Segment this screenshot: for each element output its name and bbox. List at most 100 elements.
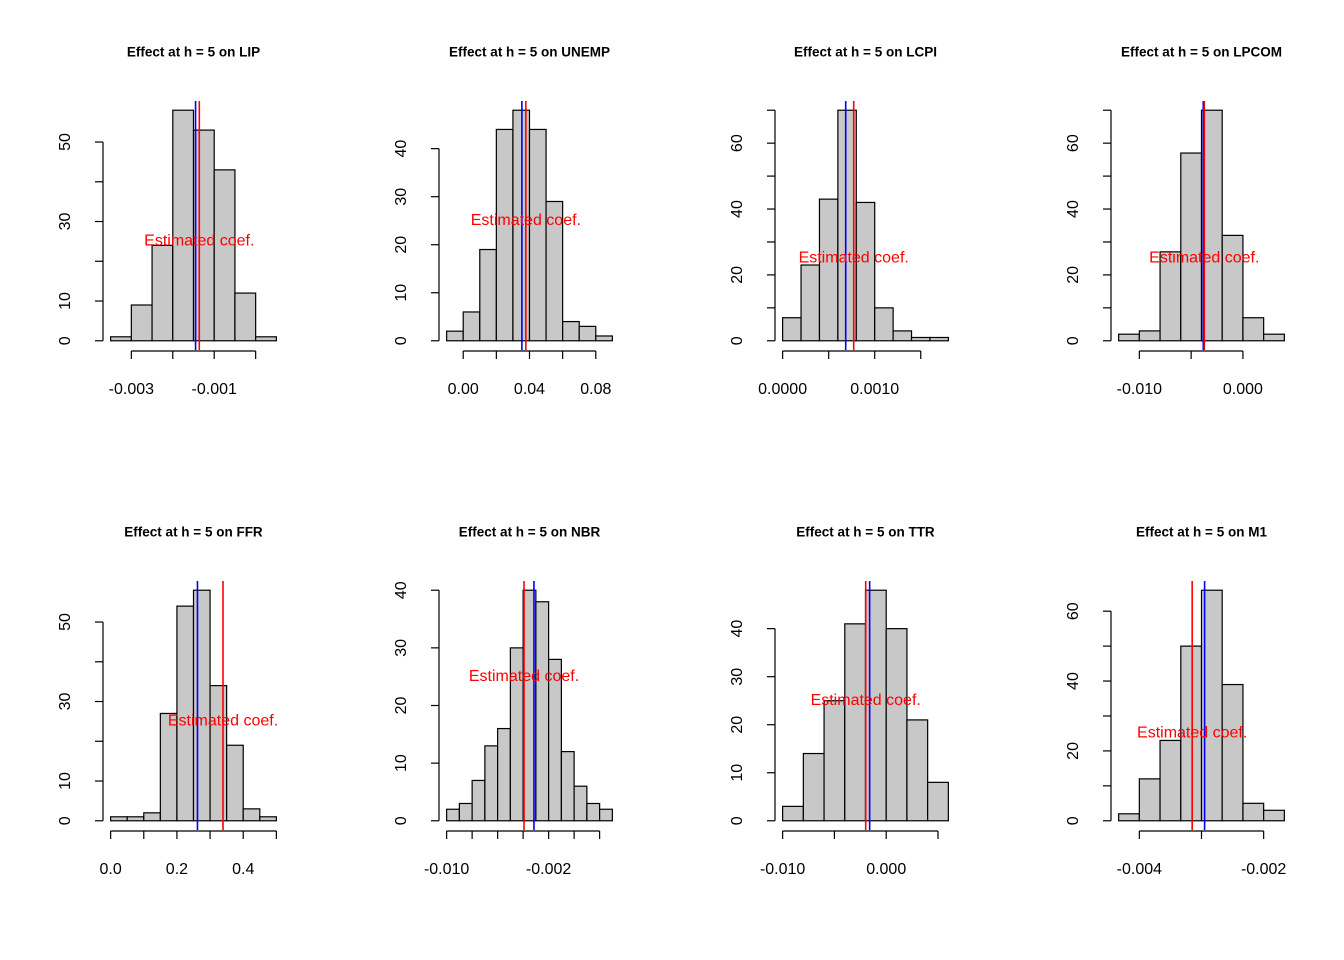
plot-clip: Estimated coef. [1137,581,1247,830]
bar [209,685,228,822]
panel: Effect at h = 5 on LPCOM -0.010 0.000 0 20 40… [1065,45,1285,398]
bar [1221,683,1244,822]
y-tick-label: 40 [729,200,746,218]
annotation: Estimated coef. [1137,725,1247,742]
y-tick-label: 10 [57,292,74,310]
y-tick-label: 40 [1065,200,1082,218]
bar [929,336,949,342]
plot-clip: Estimated coef. [471,101,581,350]
bar [885,628,908,822]
y-tick-label: 20 [729,266,746,284]
x-tick-label: 0.000 [866,861,906,878]
panel: Effect at h = 5 on M1 -0.004 -0.002 0 20 40 60… [1065,525,1286,879]
bar [192,589,211,822]
bar [578,325,597,342]
bar [892,330,913,342]
plot-clip: Estimated coef. [1149,101,1259,350]
y-tick-label: 20 [1065,266,1082,284]
bar [259,816,277,822]
y-tick-label: 0 [57,336,74,345]
bar [242,808,261,822]
x-tick-label: 0.0010 [850,381,899,398]
bar [927,781,949,822]
bar [1242,802,1265,822]
annotation: Estimated coef. [811,692,921,709]
y-tick-label: 30 [729,668,746,686]
bar [844,623,867,822]
bar [130,304,153,342]
bar [823,700,846,822]
plot-clip: Estimated coef. [799,101,909,350]
y-tick-label: 40 [393,581,410,599]
bar [548,658,562,822]
x-tick-label: 0.00 [448,381,479,398]
y-tick-label: 0 [729,816,746,825]
bar [800,264,821,342]
chart-title: Effect at h = 5 on LCPI [794,45,937,60]
x-tick-label: 0.4 [232,861,254,878]
bar [595,335,613,342]
y-tick-label: 0 [729,336,746,345]
x-tick-label: -0.003 [109,381,154,398]
x-tick-label: 0.000 [1223,381,1263,398]
bar [126,816,145,822]
plot-clip: Estimated coef. [144,101,254,350]
x-tick-label: -0.010 [760,861,805,878]
bar [172,109,195,342]
bar [479,248,497,342]
bar [1263,809,1285,822]
annotation: Estimated coef. [1149,250,1259,267]
bar [855,201,876,342]
bar [874,307,894,342]
x-tick-label: -0.002 [526,861,571,878]
bar [143,812,161,822]
x-tick-label: -0.010 [1117,381,1162,398]
bar [446,330,464,342]
x-tick-label: 0.04 [514,381,545,398]
panel: Effect at h = 5 on LIP -0.003 -0.001 0 10 30 5… [57,45,277,398]
bar [484,745,499,822]
bar [1118,333,1140,342]
bar [560,751,575,822]
x-tick-label: -0.004 [1117,861,1162,878]
panel: Effect at h = 5 on UNEMP 0.00 0.04 0.08 0 10 2… [393,45,613,398]
y-tick-label: 60 [729,134,746,152]
bar [110,816,128,822]
chart-title: Effect at h = 5 on TTR [796,525,935,540]
annotation: Estimated coef. [469,668,579,685]
bar [1200,109,1223,342]
panel: Effect at h = 5 on FFR 0.0 0.2 0.4 0 10 30 50 Es… [57,525,278,879]
bar [226,744,244,822]
chart-title: Effect at h = 5 on LPCOM [1121,45,1282,60]
x-tick-label: 0.0000 [758,381,807,398]
bar [528,128,547,342]
bar [906,719,929,822]
y-tick-label: 10 [393,754,410,772]
plot-clip: Estimated coef. [168,581,278,830]
bar [535,601,550,822]
bar [562,320,580,342]
x-tick-label: -0.010 [424,861,469,878]
chart-title: Effect at h = 5 on M1 [1136,525,1267,540]
bar [110,336,132,342]
y-tick-label: 0 [1065,336,1082,345]
bar [1221,234,1244,342]
x-tick-label: 0.0 [100,861,122,878]
bar [255,336,277,342]
y-tick-label: 20 [393,697,410,715]
bar [782,805,804,822]
y-tick-label: 30 [393,639,410,657]
y-tick-label: 20 [729,716,746,734]
y-tick-label: 30 [57,213,74,231]
annotation: Estimated coef. [168,713,278,730]
bar [495,128,514,342]
bar [1180,152,1203,342]
y-tick-label: 0 [393,336,410,345]
y-tick-label: 20 [393,236,410,254]
x-tick-label: -0.002 [1241,861,1286,878]
bar [573,785,588,822]
bar [1242,317,1265,342]
y-tick-label: 30 [393,188,410,206]
y-tick-label: 40 [729,620,746,638]
panel: Effect at h = 5 on NBR -0.010 -0.002 0 10 20 3… [393,525,613,878]
